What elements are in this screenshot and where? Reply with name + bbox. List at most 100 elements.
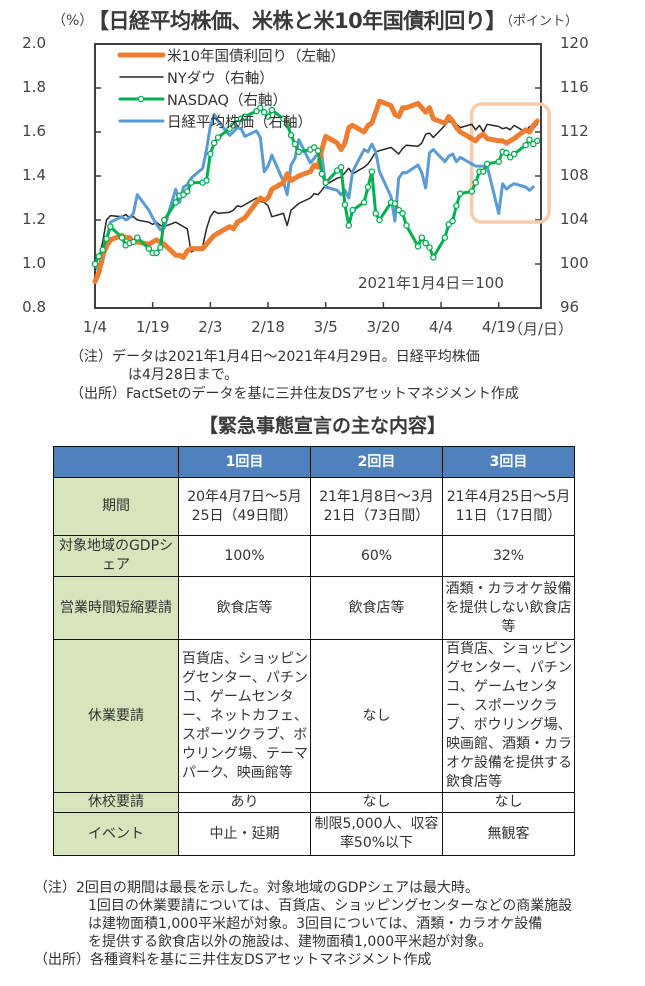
nasdaq-point	[480, 168, 487, 175]
right-axis-label: 100	[560, 254, 589, 272]
table-row-school: 休校要請 あり なし なし	[53, 792, 575, 813]
table-note-4: を提供する飲食店以外の施設は、建物面積1,000平米超が対象。	[88, 934, 493, 950]
right-axis-label: 96	[560, 298, 580, 316]
nasdaq-point	[457, 190, 464, 197]
left-axis-unit: （%）	[52, 13, 94, 29]
legend-label-nasdaq: NASDAQ（右軸）	[167, 93, 287, 109]
nasdaq-point	[483, 160, 491, 168]
right-axis-unit: （ポイント）	[500, 14, 579, 29]
nasdaq-point	[184, 188, 191, 195]
nasdaq-point	[157, 244, 164, 251]
nasdaq-point	[533, 137, 541, 145]
table-row-gdp: 対象地域のGDPシェア 100% 60% 32%	[53, 535, 575, 577]
nasdaq-point	[207, 150, 214, 158]
chart-note-1: （注）データは2021年1月4日～2021年4月29日。日経平均株価	[70, 349, 480, 365]
row-label-gdp: 対象地域のGDPシェア	[53, 535, 179, 577]
left-axis-label: 2.0	[22, 34, 46, 52]
nasdaq-point	[426, 244, 433, 251]
table-source: （出所）各種資料を基に三井住友DSアセットマネジメント作成	[34, 952, 432, 968]
nasdaq-point	[291, 140, 299, 148]
nasdaq-point	[522, 141, 529, 149]
row-label-school: 休校要請	[53, 792, 179, 813]
nasdaq-point	[360, 199, 368, 206]
cell-closure-3: 百貨店、ショッピングセンター、パチンコ、ゲームセンター、スポーツクラブ、ボウリン…	[442, 639, 575, 793]
table-header-row: 1回目 2回目 3回目	[53, 446, 575, 478]
chart-source: （出所）FactSetのデータを基に三井住友DSアセットマネジメント作成	[70, 386, 519, 402]
header-2nd: 2回目	[310, 446, 443, 478]
cell-school-3: なし	[442, 792, 575, 813]
table-row-hours: 営業時間短縮要請 飲食店等 飲食店等 酒類・カラオケ設備を提供しない飲食店等	[53, 576, 575, 640]
nasdaq-point	[295, 148, 303, 156]
cell-hours-3: 酒類・カラオケ設備を提供しない飲食店等	[442, 576, 575, 640]
left-axis-label: 1.8	[22, 78, 46, 96]
table-row-closure: 休業要請 百貨店、ショッピングセンター、パチンコ、ゲームセンター、ネットカフェ、…	[53, 639, 575, 793]
nasdaq-point	[368, 168, 376, 175]
right-axis-label: 104	[560, 210, 589, 228]
cell-event-3: 無観客	[442, 812, 575, 856]
chart-note-2: は4月28日まで。	[128, 367, 239, 383]
cell-event-2: 制限5,000人、収容率50%以下	[310, 812, 443, 856]
nasdaq-point	[287, 132, 295, 139]
cell-gdp-2: 60%	[310, 535, 443, 577]
right-axis-label: 112	[560, 122, 589, 140]
nasdaq-point	[260, 108, 268, 116]
nasdaq-point	[91, 260, 99, 268]
cell-hours-1: 飲食店等	[178, 576, 311, 640]
nasdaq-point	[414, 243, 422, 250]
table-note-2: 1回目の休業要請については、百貨店、ショッピングセンターなどの商業施設	[88, 898, 573, 914]
table-note-3: は建物面積1,000平米超が対象。3回目については、酒類・カラオケ設備	[88, 916, 543, 932]
nasdaq-point	[449, 217, 456, 225]
nasdaq-point	[391, 200, 399, 207]
left-axis-label: 1.6	[22, 122, 46, 140]
nasdaq-point	[283, 121, 291, 128]
table-note-1: （注）2回目の期間は最長を示した。対象地域のGDPシェアは最大時。	[34, 880, 479, 896]
nasdaq-point	[430, 254, 437, 261]
nasdaq-point	[241, 113, 249, 120]
x-axis-label: 2/18	[251, 318, 285, 336]
nasdaq-point	[372, 210, 379, 217]
header-3rd: 3回目	[442, 446, 575, 478]
nasdaq-point	[203, 177, 210, 184]
row-label-hours: 営業時間短縮要請	[53, 576, 179, 640]
nasdaq-point	[99, 246, 106, 253]
nasdaq-point	[526, 136, 533, 143]
cell-period-1: 20年4月7日～5月25日（49日間）	[178, 477, 311, 536]
cell-event-1: 中止・延期	[178, 812, 311, 856]
cell-gdp-3: 32%	[442, 535, 575, 577]
nasdaq-point	[153, 249, 160, 257]
nasdaq-point	[257, 104, 264, 112]
cell-period-3: 21年4月25日～5月11日（17日間）	[442, 477, 575, 536]
nasdaq-point	[468, 188, 476, 195]
nasdaq-point	[345, 222, 353, 229]
table-title: 【緊急事態宣言の主な内容】	[198, 415, 446, 437]
nasdaq-point	[280, 115, 287, 123]
x-axis-label: 3/20	[366, 318, 401, 336]
x-axis-label: 4/19	[481, 318, 516, 336]
nasdaq-point	[314, 147, 322, 154]
nasdaq-point	[264, 113, 272, 120]
legend-label-nydow: NYダウ（右軸）	[167, 71, 274, 87]
nasdaq-point	[214, 134, 222, 141]
cell-period-2: 21年1月8日～3月21日（73日間）	[310, 477, 443, 536]
cell-school-2: なし	[310, 792, 443, 813]
legend-label-nikkei: 日経平均株価（右軸）	[167, 115, 312, 131]
header-blank	[53, 446, 179, 478]
x-axis-label: 3/5	[313, 318, 338, 336]
nasdaq-point	[130, 238, 137, 246]
nasdaq-point	[399, 210, 406, 217]
row-label-period: 期間	[53, 477, 179, 536]
cell-closure-2: なし	[310, 639, 443, 793]
nasdaq-point	[510, 150, 518, 158]
nasdaq-point	[341, 201, 349, 208]
cell-hours-2: 飲食店等	[310, 576, 443, 640]
left-axis-label: 1.2	[22, 210, 46, 228]
nasdaq-point	[364, 183, 372, 191]
chart-title: 【日経平均株価、米株と米10年国債利回り】	[88, 9, 506, 33]
cell-school-1: あり	[178, 792, 311, 813]
nasdaq-point	[95, 253, 103, 260]
series-line-0	[92, 98, 540, 285]
plot-frame	[94, 43, 542, 309]
nasdaq-point	[349, 206, 356, 214]
right-axis-label: 116	[560, 78, 589, 96]
nasdaq-point	[268, 106, 276, 114]
